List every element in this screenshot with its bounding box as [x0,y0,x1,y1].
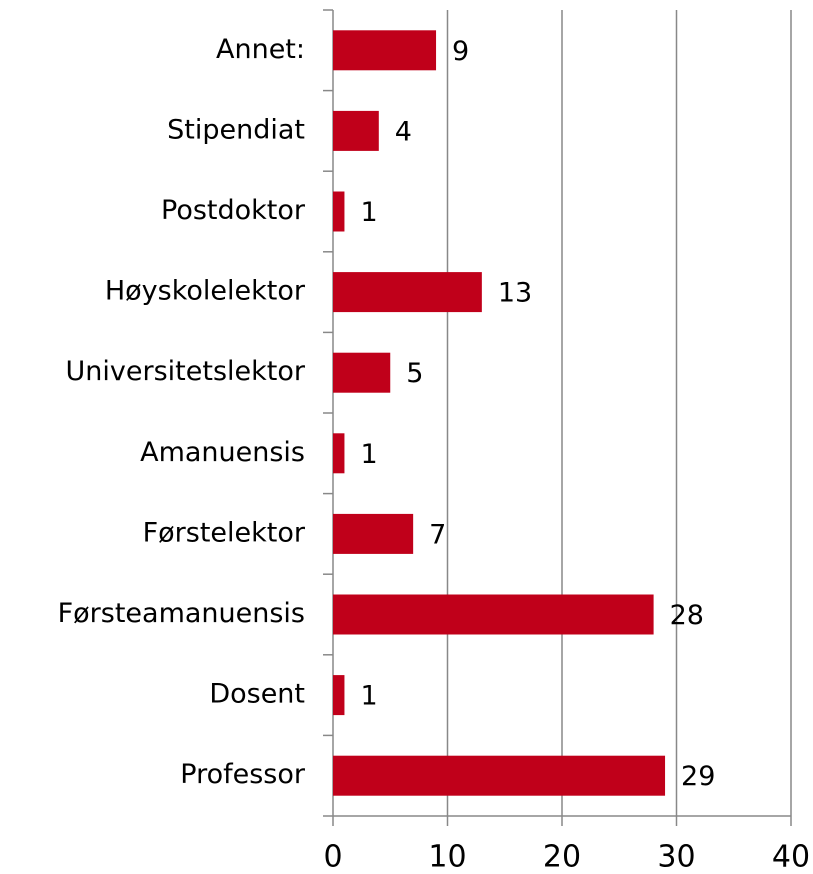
bar [333,352,391,393]
x-tick-label: 10 [428,840,466,874]
y-tick-label: Høyskolelektor [105,276,306,307]
bar [333,594,654,635]
bar [333,513,414,554]
bar [333,433,345,474]
y-tick-label: Dosent [209,679,305,710]
bar [333,272,482,313]
value-label: 7 [429,519,446,550]
value-label: 1 [360,439,377,470]
y-tick-label: Postdoktor [161,195,306,226]
y-tick-label: Førsteamanuensis [58,598,305,629]
bar [333,755,666,796]
value-label: 1 [360,681,377,712]
value-label: 28 [670,600,704,631]
value-label: 29 [681,761,715,792]
value-label: 1 [360,197,377,228]
x-tick-label: 0 [323,840,342,874]
value-label: 5 [406,358,423,389]
y-tick-label: Stipendiat [167,114,305,145]
y-tick-label: Førstelektor [143,517,306,548]
x-tick-label: 30 [657,840,695,874]
bar [333,30,437,71]
x-tick-label: 40 [772,840,810,874]
value-label: 13 [498,278,532,309]
y-tick-label: Professor [180,759,306,790]
bar [333,110,379,151]
y-tick-label: Universitetslektor [66,356,306,387]
bar [333,191,345,232]
value-label: 9 [452,36,469,67]
y-tick-label: Annet: [216,34,305,65]
x-tick-label: 20 [543,840,581,874]
bar [333,675,345,716]
y-tick-label: Amanuensis [140,437,305,468]
value-label: 4 [395,116,412,147]
